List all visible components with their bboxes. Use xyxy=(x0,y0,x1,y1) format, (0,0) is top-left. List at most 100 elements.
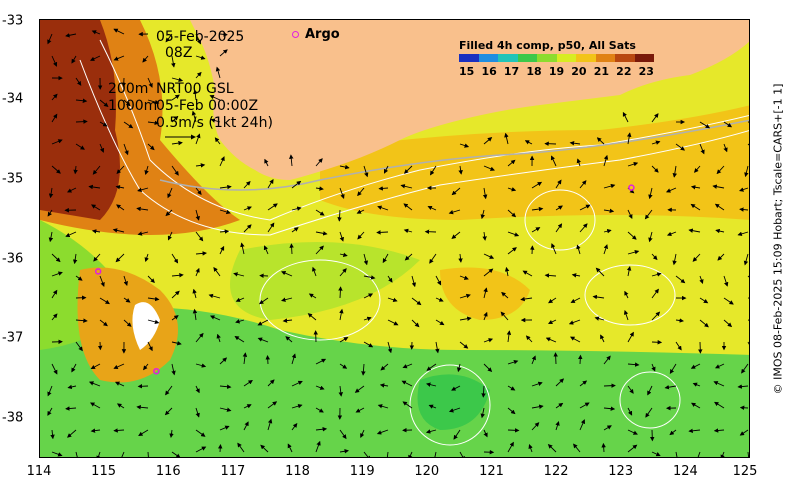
current-vector xyxy=(282,318,293,323)
current-vector xyxy=(717,253,725,261)
current-vector xyxy=(167,187,173,199)
current-vector xyxy=(113,428,125,433)
current-vector xyxy=(435,297,444,302)
current-vector xyxy=(569,140,581,146)
current-vector xyxy=(47,209,53,217)
current-vector xyxy=(315,245,324,255)
current-vectors xyxy=(47,28,749,457)
current-vector xyxy=(459,316,472,321)
credit-text: © IMOS 08-Feb-2025 15:09 Hobart; Tscale=… xyxy=(771,83,785,395)
current-vector xyxy=(267,222,275,233)
current-vector xyxy=(66,187,77,193)
current-vector xyxy=(339,252,348,258)
current-vector xyxy=(315,186,324,191)
current-vector xyxy=(73,165,78,175)
current-vector xyxy=(88,381,101,387)
current-vector xyxy=(507,209,517,218)
x-tick-label: 120 xyxy=(414,464,440,479)
current-vector xyxy=(430,165,437,176)
current-vector xyxy=(627,407,633,416)
current-vector xyxy=(147,77,153,88)
current-vector xyxy=(165,33,173,43)
current-vector xyxy=(743,253,749,266)
time-label: 08Z xyxy=(165,45,193,61)
current-vector xyxy=(651,253,658,261)
current-vector xyxy=(99,319,108,327)
current-vector xyxy=(458,165,463,175)
current-vector xyxy=(387,341,393,354)
isobath-200m-label: 200m xyxy=(108,81,149,97)
current-vector xyxy=(339,449,349,454)
current-vector xyxy=(171,273,184,278)
y-tick-label: -38 xyxy=(2,410,24,426)
current-vector xyxy=(453,429,461,440)
current-vector xyxy=(195,385,200,394)
current-vector xyxy=(88,184,101,190)
current-vector xyxy=(195,71,202,79)
colorbar-ticks: 15 16 17 18 19 20 21 22 23 xyxy=(459,65,654,78)
current-vector xyxy=(435,275,442,286)
current-vector xyxy=(451,385,461,391)
current-vector xyxy=(338,385,344,397)
current-vector xyxy=(688,428,701,434)
current-vector xyxy=(427,205,437,211)
current-vector xyxy=(624,290,629,299)
current-vector xyxy=(504,266,510,277)
colorbar-swatch xyxy=(634,54,654,62)
current-vector xyxy=(482,231,487,241)
current-vector xyxy=(377,205,389,211)
current-vector xyxy=(576,244,581,255)
argo-float-marker xyxy=(94,268,102,275)
eddy-contour xyxy=(409,364,491,446)
current-vector xyxy=(281,297,293,302)
current-vector xyxy=(403,228,413,234)
current-vector xyxy=(401,380,413,387)
current-vector xyxy=(459,293,471,299)
current-vector xyxy=(219,32,228,37)
current-vector xyxy=(51,139,63,145)
colorbar-swatch xyxy=(517,54,537,62)
current-vector xyxy=(411,297,422,306)
current-vector xyxy=(645,407,653,418)
current-vector xyxy=(691,402,701,409)
current-vector xyxy=(627,429,638,435)
current-vector xyxy=(448,209,461,215)
current-vector xyxy=(675,275,686,284)
current-vector xyxy=(240,242,245,255)
current-vector xyxy=(138,429,149,436)
current-vector xyxy=(483,165,495,171)
current-vector xyxy=(51,55,58,67)
colorbar-swatch xyxy=(615,54,635,62)
model-label: NRT00 GSL xyxy=(156,81,234,97)
current-vector xyxy=(555,378,565,387)
current-vector xyxy=(65,231,77,237)
current-vector xyxy=(192,288,197,299)
current-vector xyxy=(115,184,125,190)
current-vector xyxy=(627,231,637,240)
current-vector xyxy=(171,77,184,82)
current-vector xyxy=(47,385,53,397)
current-vector xyxy=(669,429,677,436)
current-vector xyxy=(520,296,533,302)
current-vector xyxy=(408,451,413,457)
current-vector xyxy=(723,121,733,128)
current-vector xyxy=(96,451,101,457)
current-vector xyxy=(147,143,155,151)
current-vector xyxy=(91,204,101,211)
current-vector xyxy=(507,428,520,433)
current-vector xyxy=(555,421,560,431)
argo-marker-icon xyxy=(292,31,299,38)
current-vector xyxy=(699,297,709,304)
current-vector xyxy=(171,165,179,176)
colorbar-tick-label: 17 xyxy=(503,65,520,78)
current-vector xyxy=(195,231,204,242)
current-vector xyxy=(592,294,605,300)
current-vector xyxy=(99,143,105,153)
current-vector xyxy=(480,407,485,419)
current-vector xyxy=(147,319,160,325)
colorbar-swatch xyxy=(498,54,518,62)
isobath-1000m xyxy=(79,59,749,236)
current-vector xyxy=(426,363,437,371)
sst-field-warm-shelf xyxy=(320,105,749,220)
sst-field-mid xyxy=(230,242,420,320)
